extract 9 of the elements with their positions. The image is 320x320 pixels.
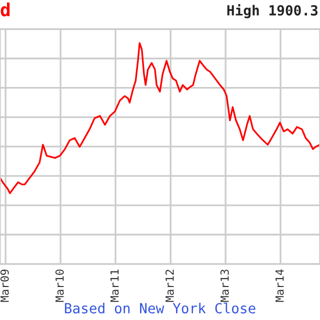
text: Based on New York Close <box>64 302 256 314</box>
x-tick-label: Mar10 <box>55 270 64 302</box>
x-tick-label: Mar14 <box>276 269 284 302</box>
x-tick-label: Mar11 <box>110 270 119 302</box>
text: High 1900.3 <box>227 4 318 18</box>
chart-title: d <box>0 2 10 16</box>
x-tick-label: Mar12 <box>165 270 174 302</box>
x-tick-label: Mar09 <box>0 270 9 302</box>
x-tick-label: Mar13 <box>220 270 229 302</box>
